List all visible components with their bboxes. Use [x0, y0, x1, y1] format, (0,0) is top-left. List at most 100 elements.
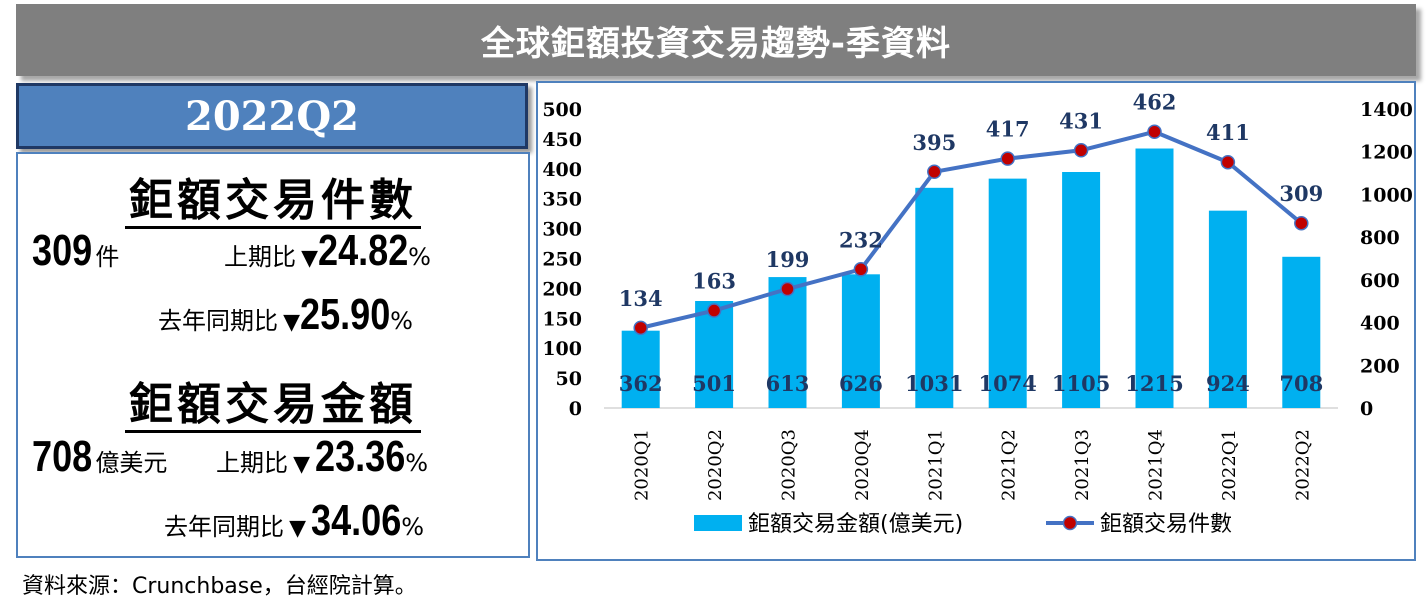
left-axis-tick: 50 — [556, 368, 582, 390]
x-axis-tick: 2021Q1 — [925, 429, 946, 501]
bar — [1062, 172, 1101, 408]
line-data-label: 309 — [1279, 181, 1323, 206]
left-axis-tick: 350 — [542, 189, 582, 211]
source-note: 資料來源：Crunchbase，台經院計算。 — [22, 574, 417, 599]
amount-yoy-label: 去年同期比 — [164, 513, 284, 541]
line-point — [1147, 124, 1162, 139]
x-axis-tick: 2021Q4 — [1146, 429, 1167, 501]
x-axis-tick: 2020Q1 — [632, 429, 653, 501]
x-axis-tick: 2020Q3 — [779, 429, 800, 501]
title-banner: 全球鉅額投資交易趨勢-季資料 — [16, 4, 1416, 76]
bar — [768, 277, 807, 408]
down-triangle-icon: ▼ — [293, 452, 311, 477]
page-title: 全球鉅額投資交易趨勢-季資料 — [480, 23, 952, 64]
down-triangle-icon: ▼ — [301, 246, 319, 271]
right-axis-tick: 1000 — [1360, 184, 1413, 206]
legend-line-label: 鉅額交易件數 — [1100, 512, 1232, 537]
line-data-label: 417 — [986, 117, 1030, 142]
x-axis-tick: 2022Q1 — [1219, 429, 1240, 501]
period-header: 2022Q2 — [16, 83, 528, 149]
left-axis-tick: 300 — [542, 219, 582, 241]
x-axis-tick: 2021Q3 — [1072, 429, 1093, 501]
left-axis-tick: 200 — [542, 278, 582, 300]
bar — [621, 330, 660, 408]
x-axis-tick: 2022Q2 — [1292, 429, 1313, 501]
count-unit: 件 — [95, 243, 120, 271]
line-data-label: 232 — [839, 227, 883, 252]
right-axis-tick: 600 — [1360, 270, 1400, 292]
left-axis-tick: 150 — [542, 308, 582, 330]
bar-data-label: 1031 — [905, 371, 963, 396]
legend-bar-label: 鉅額交易金額(億美元) — [748, 512, 963, 537]
left-axis-tick: 450 — [542, 129, 582, 151]
percent-sign: % — [401, 513, 425, 541]
percent-sign: % — [390, 307, 413, 335]
right-axis-tick: 1200 — [1360, 142, 1413, 164]
period-label: 2022Q2 — [184, 92, 359, 140]
count-yoy-row: 去年同期比 ▼25.90% — [158, 290, 413, 340]
line-point — [1294, 215, 1309, 231]
bar — [1282, 256, 1321, 408]
left-axis-tick: 500 — [542, 99, 582, 121]
bar — [695, 301, 734, 408]
right-axis-tick: 200 — [1360, 355, 1400, 377]
bar-data-label: 924 — [1206, 371, 1250, 396]
bar-data-label: 1215 — [1125, 371, 1183, 396]
line-data-label: 395 — [912, 130, 956, 155]
count-yoy-value: 25.90 — [300, 290, 391, 339]
chart-panel: 0 50 100 150 200 250 300 350 400 450 500 0 200 400 600… — [536, 81, 1416, 561]
bar — [988, 178, 1027, 408]
x-axis-tick: 2020Q4 — [852, 429, 873, 501]
line-point — [927, 164, 942, 180]
amount-qoq-value: 23.36 — [315, 432, 406, 481]
count-heading: 鉅額交易件數 — [125, 175, 421, 229]
line-point — [1220, 154, 1236, 170]
line-data-label: 411 — [1206, 120, 1250, 145]
bar-data-label: 708 — [1279, 371, 1323, 396]
bar-data-label: 362 — [619, 371, 663, 396]
count-heading-wrap: 鉅額交易件數 — [18, 164, 528, 229]
count-qoq-value: 24.82 — [318, 226, 409, 275]
down-triangle-icon: ▼ — [283, 310, 301, 335]
line-point — [706, 303, 722, 318]
line-point — [633, 320, 648, 336]
amount-qoq-row: 上期比 ▼ 23.36% — [216, 432, 428, 482]
amount-value: 708 — [32, 432, 93, 481]
legend-bar-swatch — [694, 515, 742, 531]
percent-sign: % — [408, 243, 431, 271]
line-data-label: 199 — [766, 247, 810, 272]
amount-yoy-row: 去年同期比 ▼ 34.06% — [164, 496, 424, 546]
bar-data-label: 1105 — [1052, 371, 1110, 396]
x-axis-tick: 2021Q2 — [999, 429, 1020, 501]
line-point — [780, 281, 795, 297]
line-point — [1073, 143, 1089, 158]
amount-heading: 鉅額交易金額 — [125, 379, 421, 433]
count-value-row: 309 件 — [32, 226, 119, 276]
right-axis-tick: 800 — [1360, 227, 1400, 249]
right-axis-tick: 1400 — [1360, 99, 1413, 121]
combo-chart: 0 50 100 150 200 250 300 350 400 450 500 0 200 400 600… — [542, 90, 1413, 537]
left-axis-tick: 100 — [542, 338, 582, 360]
line-data-label: 163 — [692, 269, 736, 294]
bar-data-label: 626 — [839, 371, 883, 396]
bar-data-label: 501 — [692, 371, 736, 396]
line-series — [640, 129, 1303, 330]
line-data-label: 431 — [1059, 108, 1103, 133]
right-axis-tick: 400 — [1360, 313, 1400, 335]
down-triangle-icon: ▼ — [289, 516, 307, 541]
legend-line-marker — [1062, 515, 1078, 531]
right-axis-tick: 0 — [1360, 398, 1373, 420]
amount-heading-wrap: 鉅額交易金額 — [18, 368, 528, 433]
amount-qoq-label: 上期比 — [216, 449, 288, 477]
line-data-label: 134 — [619, 286, 663, 311]
bar — [1208, 210, 1247, 408]
amount-unit: 億美元 — [95, 449, 168, 477]
count-yoy-label: 去年同期比 — [158, 307, 278, 335]
bar — [841, 274, 880, 408]
bar — [915, 187, 954, 408]
left-axis-tick: 250 — [542, 249, 582, 271]
count-qoq-row: 上期比 ▼24.82% — [224, 226, 431, 276]
bar-data-label: 613 — [766, 371, 810, 396]
percent-sign: % — [405, 449, 429, 477]
summary-panel: 鉅額交易件數 309 件 上期比 ▼24.82% 去年同期比 ▼25.90% 鉅額… — [16, 152, 530, 558]
